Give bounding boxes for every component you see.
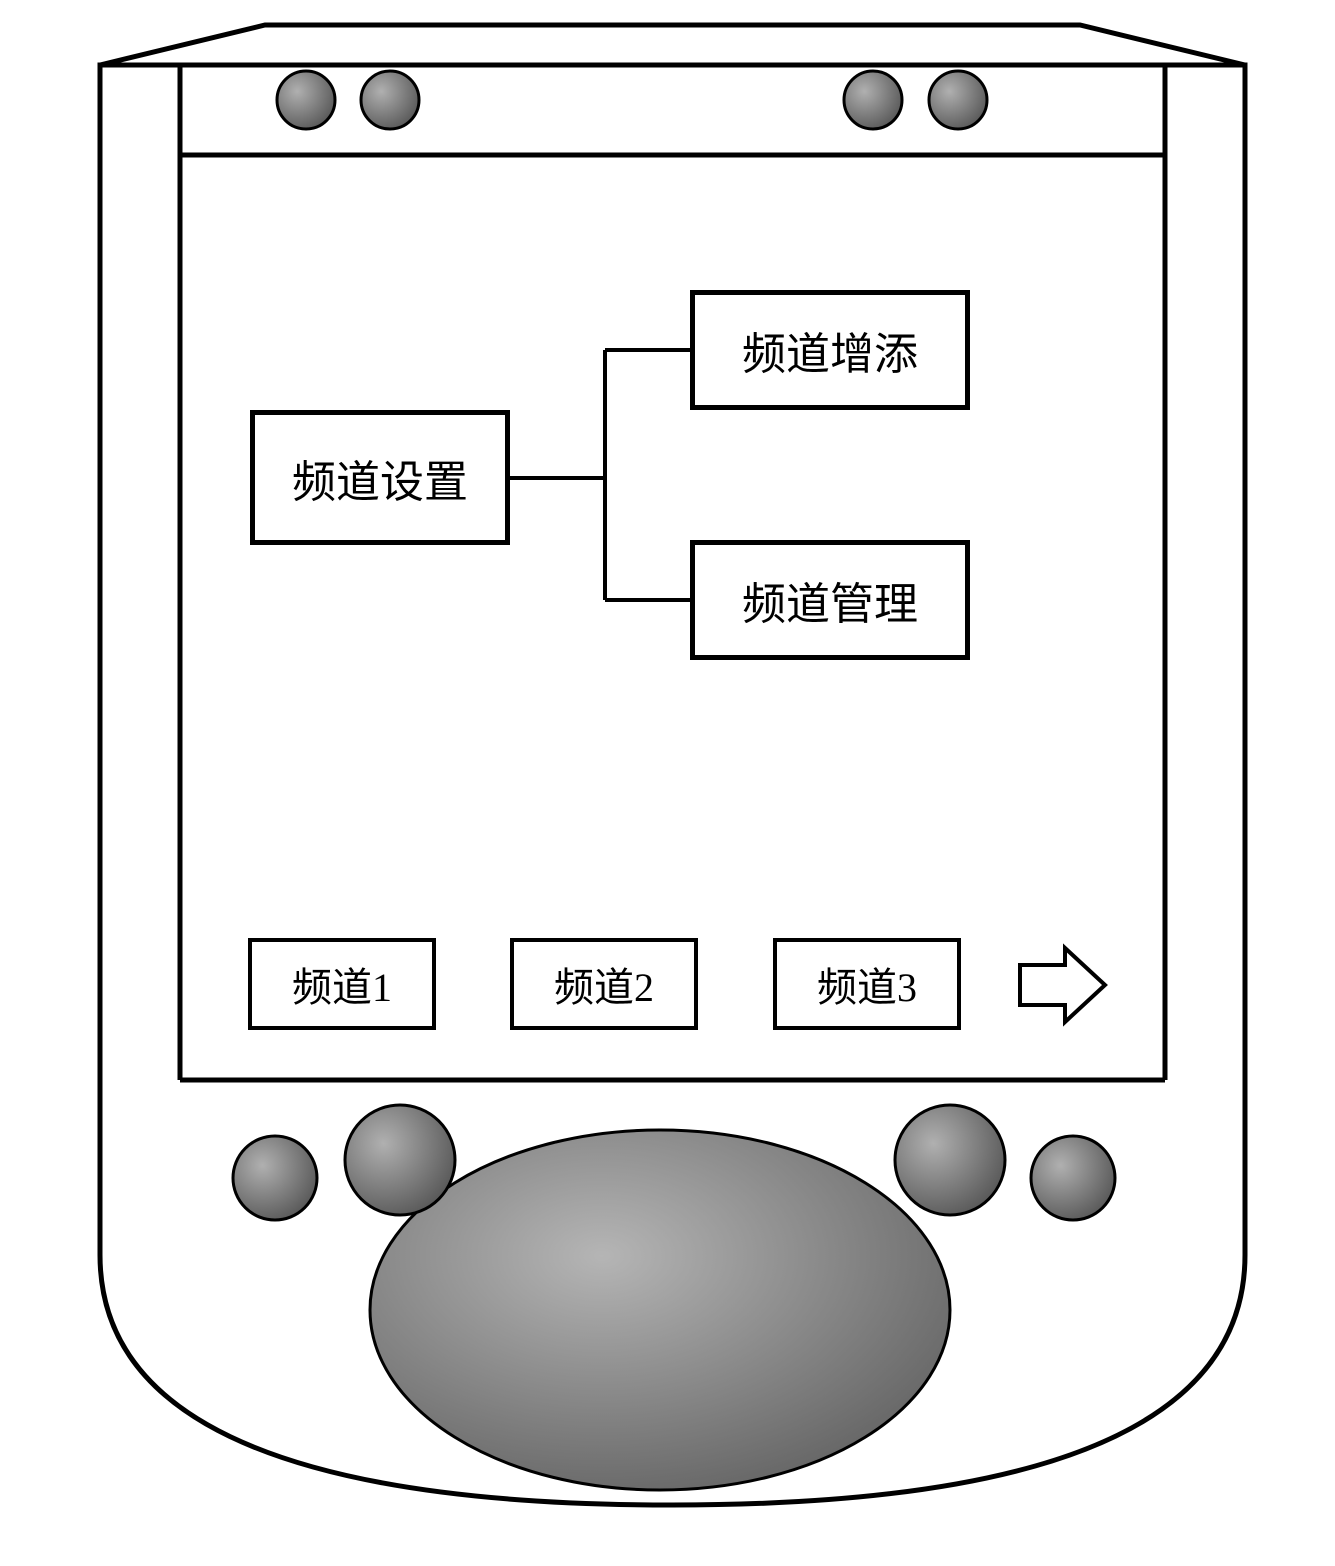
top-button-4[interactable]	[929, 71, 987, 129]
device-top-notch	[100, 25, 1245, 65]
channel-button-3[interactable]: 频道3	[773, 938, 961, 1030]
bottom-large-button-right[interactable]	[895, 1105, 1005, 1215]
menu-child-add-box[interactable]: 频道增添	[690, 290, 970, 410]
menu-child-manage-label: 频道管理	[742, 568, 918, 632]
channel-button-3-label: 频道3	[817, 955, 917, 1013]
top-button-1[interactable]	[277, 71, 335, 129]
channel-button-1-label: 频道1	[292, 955, 392, 1013]
menu-parent-label: 频道设置	[292, 446, 468, 510]
bottom-large-button-left[interactable]	[345, 1105, 455, 1215]
nav-pad[interactable]	[370, 1130, 950, 1490]
menu-parent-box[interactable]: 频道设置	[250, 410, 510, 545]
top-button-2[interactable]	[361, 71, 419, 129]
menu-child-manage-box[interactable]: 频道管理	[690, 540, 970, 660]
channel-button-2[interactable]: 频道2	[510, 938, 698, 1030]
channel-button-1[interactable]: 频道1	[248, 938, 436, 1030]
bottom-small-button-left[interactable]	[233, 1136, 317, 1220]
top-button-3[interactable]	[844, 71, 902, 129]
next-arrow-icon[interactable]	[1020, 948, 1105, 1022]
channel-button-2-label: 频道2	[554, 955, 654, 1013]
bottom-small-button-right[interactable]	[1031, 1136, 1115, 1220]
device-outline-svg	[0, 0, 1335, 1566]
menu-child-add-label: 频道增添	[742, 318, 918, 382]
